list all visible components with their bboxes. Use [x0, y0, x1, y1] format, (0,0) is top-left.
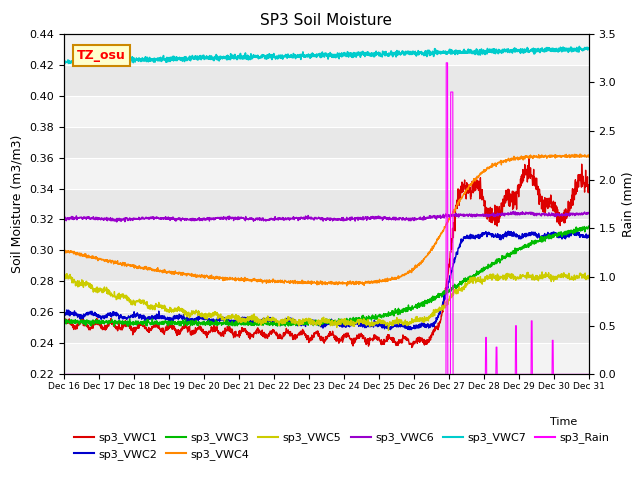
Title: SP3 Soil Moisture: SP3 Soil Moisture	[260, 13, 392, 28]
Y-axis label: Soil Moisture (m3/m3): Soil Moisture (m3/m3)	[11, 135, 24, 273]
Legend: sp3_VWC1, sp3_VWC2, sp3_VWC3, sp3_VWC4, sp3_VWC5, sp3_VWC6, sp3_VWC7, sp3_Rain: sp3_VWC1, sp3_VWC2, sp3_VWC3, sp3_VWC4, …	[70, 428, 614, 464]
Text: Time: Time	[550, 417, 577, 427]
Bar	[64, 34, 589, 65]
Bar	[64, 96, 589, 127]
Bar	[64, 219, 589, 251]
Bar	[64, 343, 589, 374]
Bar	[64, 157, 589, 189]
Text: TZ_osu: TZ_osu	[77, 49, 126, 62]
Bar	[64, 281, 589, 312]
Y-axis label: Rain (mm): Rain (mm)	[622, 171, 635, 237]
